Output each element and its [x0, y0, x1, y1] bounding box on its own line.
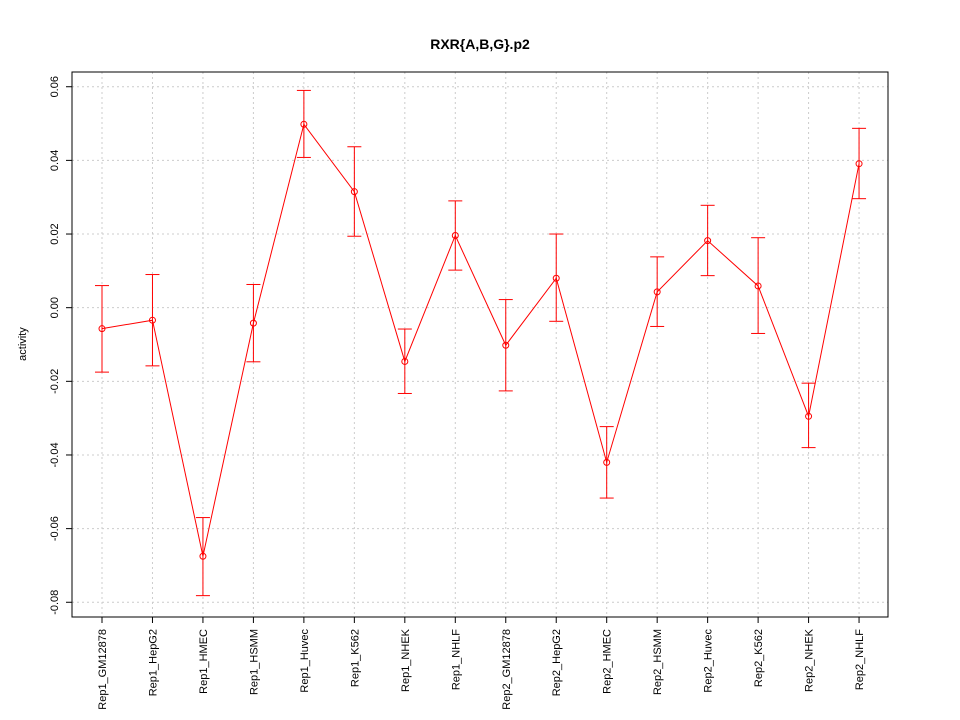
y-axis-label: activity: [17, 327, 29, 361]
y-tick-label: -0.02: [49, 369, 61, 394]
data-point: [148, 316, 156, 324]
x-tick-label: Rep2_HSMM: [652, 629, 664, 695]
data-point: [653, 288, 661, 296]
y-tick-label: -0.04: [49, 442, 61, 467]
data-point: [805, 412, 813, 420]
data-point: [300, 120, 308, 128]
x-tick-label: Rep1_GM12878: [97, 629, 109, 710]
x-tick-label: Rep1_K562: [349, 629, 361, 687]
x-tick-label: Rep2_K562: [753, 629, 765, 687]
data-point: [98, 325, 106, 333]
series-line: [101, 123, 860, 557]
y-tick-label: 0.04: [49, 150, 61, 171]
data-point: [603, 458, 611, 466]
x-tick-label: Rep1_HMEC: [198, 629, 210, 694]
data-point: [704, 237, 712, 245]
chart-title: RXR{A,B,G}.p2: [430, 36, 530, 52]
data-point: [552, 274, 560, 282]
x-tick-label: Rep1_NHLF: [450, 629, 462, 690]
x-tick-label: Rep1_NHEK: [400, 628, 412, 692]
grid: [72, 72, 888, 617]
data-point: [502, 341, 510, 349]
data-point: [401, 357, 409, 365]
x-tick-label: Rep1_Huvec: [299, 629, 311, 693]
y-axis: -0.08 -0.06 -0.04 -0.02 0.00 0.02 0.04 0.06: [49, 76, 72, 615]
x-tick-label: Rep2_HepG2: [551, 629, 563, 696]
x-tick-label: Rep2_NHLF: [854, 629, 866, 690]
plot-frame: [71, 71, 889, 618]
data-point: [855, 160, 863, 168]
y-tick-label: 0.06: [49, 76, 61, 97]
data-point: [199, 552, 207, 560]
y-tick-label: -0.06: [49, 516, 61, 541]
series: [95, 89, 867, 597]
y-tick-label: 0.00: [49, 297, 61, 318]
data-point: [350, 188, 358, 196]
y-tick-label: 0.02: [49, 223, 61, 244]
x-axis: Rep1_GM12878 Rep1_HepG2 Rep1_HMEC Rep1_HSMM…: [97, 617, 866, 710]
x-tick-label: Rep1_HepG2: [147, 629, 159, 696]
x-tick-label: Rep1_HSMM: [248, 629, 260, 695]
x-tick-label: Rep2_HMEC: [602, 629, 614, 694]
data-point: [249, 319, 257, 327]
x-tick-label: Rep2_GM12878: [501, 629, 513, 710]
x-tick-label: Rep2_Huvec: [703, 629, 715, 693]
x-tick-label: Rep2_NHEK: [804, 628, 816, 692]
data-point: [451, 232, 459, 239]
y-tick-label: -0.08: [49, 590, 61, 615]
data-point: [754, 282, 762, 290]
